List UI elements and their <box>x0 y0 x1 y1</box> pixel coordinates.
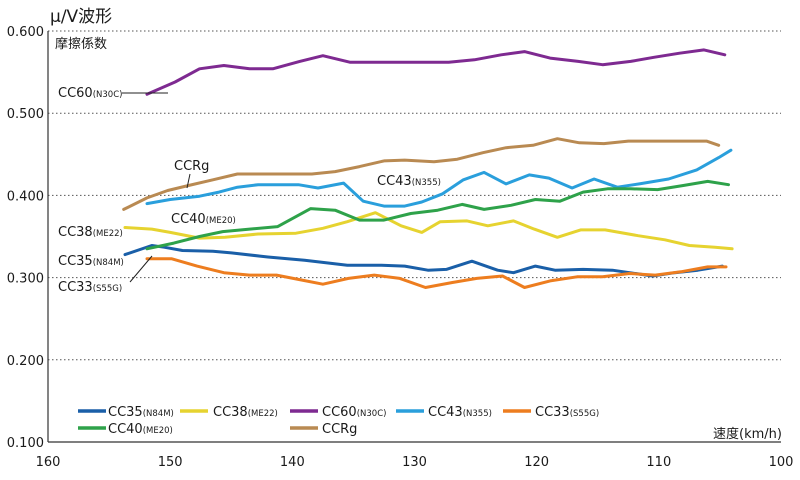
series-line-cc33 <box>145 257 728 289</box>
label-cc35: CC35(N84M) <box>58 254 124 269</box>
y-tick-label: 0.200 <box>7 354 44 369</box>
svg-text:CC38(ME22): CC38(ME22) <box>213 405 278 420</box>
x-tick-label: 140 <box>280 455 305 470</box>
series-line-cc40 <box>145 179 730 251</box>
series-line-cc43 <box>145 148 733 208</box>
x-axis-title: 速度(km/h) <box>713 426 782 442</box>
y-tick-label: 0.300 <box>7 272 44 287</box>
legend-item-cc35: CC35(N84M) <box>78 405 174 420</box>
direct-labels: CC60(N30C) CCRg CC43(N355) CC40(ME20) CC… <box>58 86 441 295</box>
legend-item-cc60: CC60(N30C) <box>290 405 386 420</box>
y-axis-title: 摩擦係数 <box>55 36 107 52</box>
x-axis-tick-labels: 160 150 140 130 120 110 100 <box>36 455 794 470</box>
label-cc43: CC43(N355) <box>377 174 441 189</box>
svg-text:CC60(N30C): CC60(N30C) <box>322 405 386 420</box>
legend-item-cc38: CC38(ME22) <box>180 405 278 420</box>
y-tick-label: 0.600 <box>7 25 44 40</box>
series-line-cc60 <box>145 48 727 96</box>
label-ccrg: CCRg <box>174 159 209 174</box>
y-tick-label: 0.400 <box>7 189 44 204</box>
x-tick-label: 150 <box>158 455 183 470</box>
svg-text:CCRg: CCRg <box>322 422 357 437</box>
leader-ccrg <box>186 173 191 189</box>
legend-item-cc33: CC33(S55G) <box>503 405 599 420</box>
label-cc38: CC38(ME22) <box>58 225 123 240</box>
x-tick-label: 110 <box>646 455 671 470</box>
y-tick-label: 0.500 <box>7 107 44 122</box>
label-cc40: CC40(ME20) <box>171 212 236 227</box>
svg-text:CC35(N84M): CC35(N84M) <box>108 405 174 420</box>
series-line-ccrg <box>122 137 721 211</box>
series-line-cc35 <box>123 244 724 278</box>
svg-text:CC33(S55G): CC33(S55G) <box>535 405 599 420</box>
svg-text:CC43(N355): CC43(N355) <box>428 405 492 420</box>
legend-item-cc40: CC40(ME20) <box>78 422 173 437</box>
label-cc60: CC60(N30C) <box>58 86 122 101</box>
legend-item-cc43: CC43(N355) <box>396 405 492 420</box>
x-tick-label: 100 <box>769 455 794 470</box>
chart-title: μ/V波形 <box>50 7 112 27</box>
legend: CC35(N84M) CC38(ME22) CC60(N30C) CC43(N3… <box>78 405 599 437</box>
series-lines <box>122 48 734 289</box>
x-tick-label: 130 <box>402 455 427 470</box>
leader-cc33 <box>129 255 153 283</box>
label-cc33: CC33(S55G) <box>58 280 122 295</box>
y-tick-label: 0.100 <box>7 436 44 451</box>
x-tick-label: 160 <box>36 455 61 470</box>
x-tick-label: 120 <box>524 455 549 470</box>
series-line-cc38 <box>123 211 734 251</box>
y-axis-tick-labels: 0.100 0.200 0.300 0.400 0.500 0.600 <box>7 25 44 451</box>
svg-text:CC40(ME20): CC40(ME20) <box>108 422 173 437</box>
legend-item-ccrg: CCRg <box>290 422 357 437</box>
